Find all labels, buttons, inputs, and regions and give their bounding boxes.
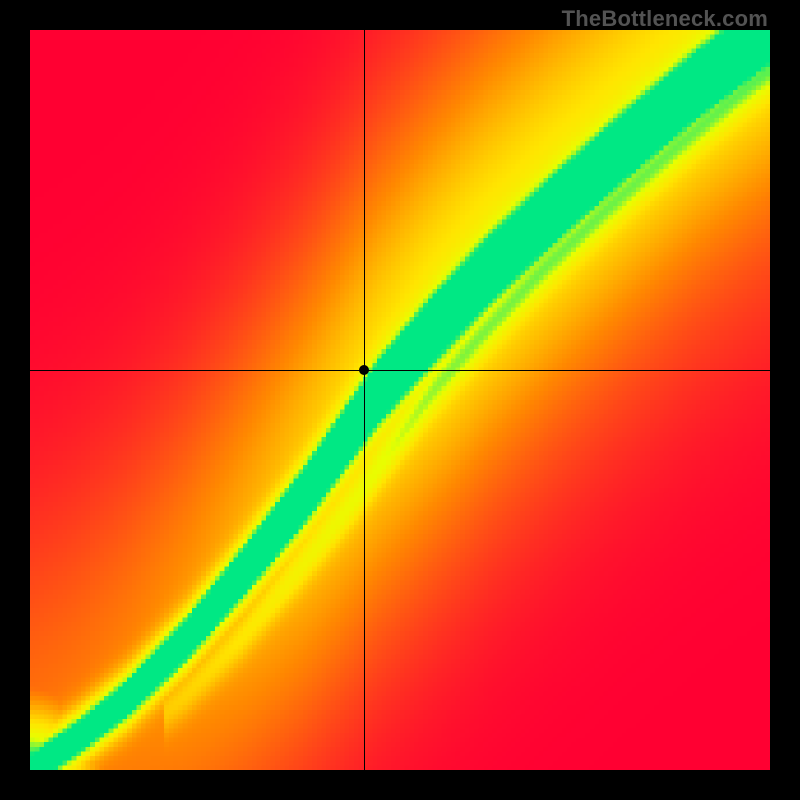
chart-container: TheBottleneck.com [0,0,800,800]
watermark-label: TheBottleneck.com [562,6,768,32]
crosshair-horizontal [30,370,770,371]
crosshair-vertical [364,30,365,770]
heatmap-canvas [30,30,770,770]
